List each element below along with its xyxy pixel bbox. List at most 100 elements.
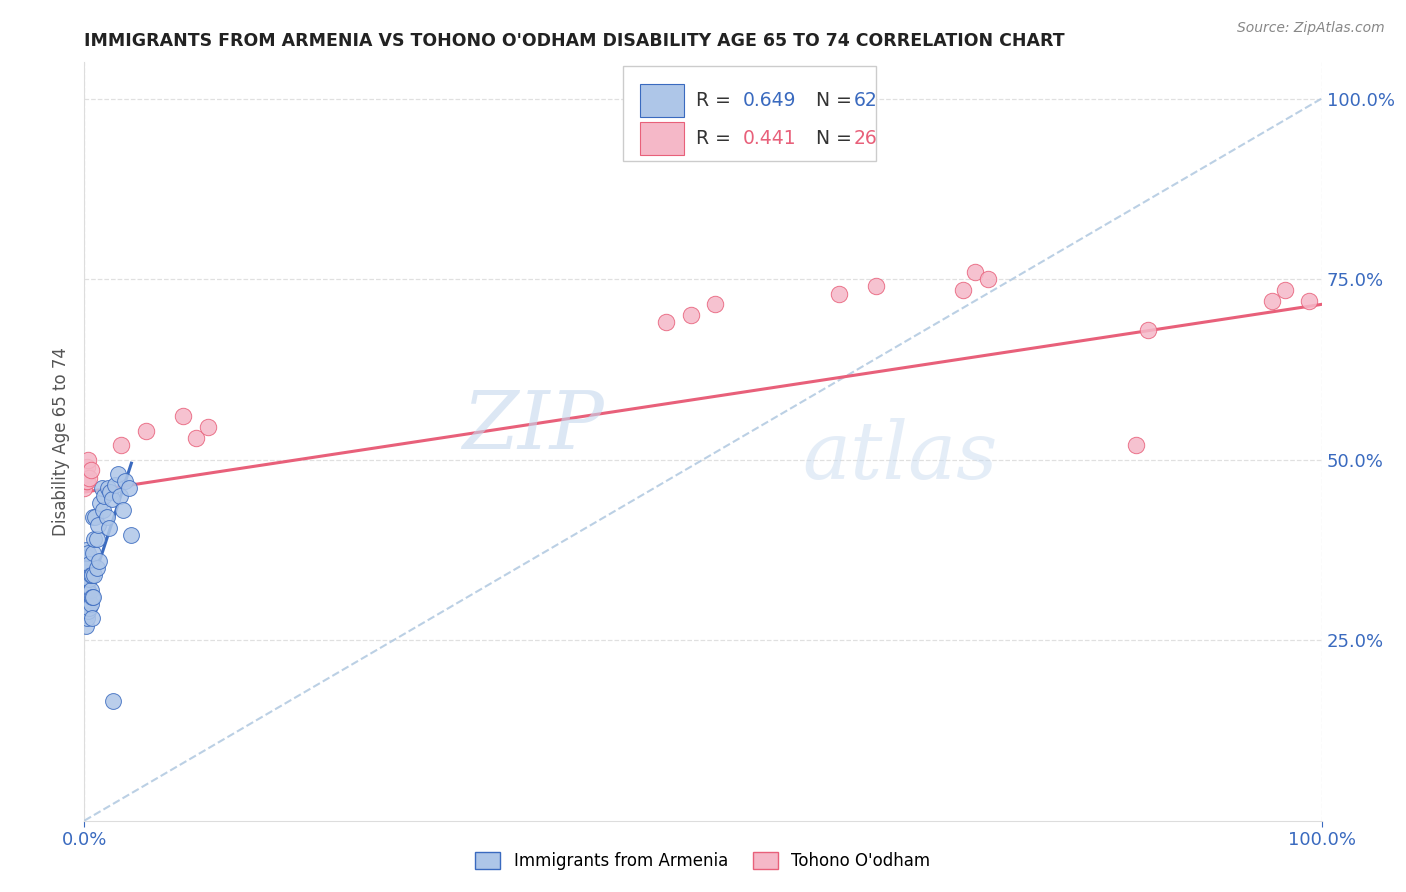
FancyBboxPatch shape	[623, 66, 876, 161]
Point	[120, 528, 142, 542]
Point	[73, 579, 96, 593]
Point	[83, 568, 105, 582]
Point	[76, 586, 98, 600]
Point	[77, 546, 100, 560]
Point	[80, 611, 103, 625]
Point	[75, 565, 97, 579]
Point	[100, 492, 122, 507]
Point	[104, 478, 127, 492]
Point	[76, 475, 98, 489]
Point	[76, 597, 98, 611]
Point	[75, 542, 97, 557]
Point	[75, 607, 97, 622]
Point	[87, 517, 110, 532]
Point	[79, 470, 101, 484]
Point	[77, 452, 100, 467]
Text: 62: 62	[853, 91, 877, 110]
Point	[79, 586, 101, 600]
Point	[77, 572, 100, 586]
Point	[135, 424, 157, 438]
Point	[73, 568, 96, 582]
Point	[97, 482, 120, 496]
Point	[679, 308, 702, 322]
Text: IMMIGRANTS FROM ARMENIA VS TOHONO O'ODHAM DISABILITY AGE 65 TO 74 CORRELATION CH: IMMIGRANTS FROM ARMENIA VS TOHONO O'ODHA…	[84, 32, 1064, 50]
Point	[73, 590, 96, 604]
Point	[101, 694, 124, 708]
Point	[76, 611, 98, 625]
Text: 0.649: 0.649	[742, 91, 796, 110]
Point	[75, 575, 97, 590]
Point	[976, 272, 998, 286]
FancyBboxPatch shape	[640, 121, 685, 155]
Point	[110, 438, 132, 452]
Point	[79, 572, 101, 586]
Point	[107, 467, 129, 481]
Point	[86, 532, 108, 546]
Point	[75, 618, 97, 632]
Point	[1298, 293, 1320, 308]
Point	[82, 546, 104, 560]
Point	[77, 582, 100, 597]
Point	[75, 554, 97, 568]
Point	[90, 482, 112, 496]
Point	[89, 496, 111, 510]
Text: atlas: atlas	[801, 418, 997, 495]
Point	[96, 510, 118, 524]
Text: 0.441: 0.441	[742, 128, 796, 148]
Point	[77, 561, 100, 575]
Point	[75, 597, 97, 611]
Text: R =: R =	[696, 128, 737, 148]
Point	[79, 558, 101, 572]
Text: N =: N =	[804, 128, 858, 148]
Point	[77, 593, 100, 607]
Point	[76, 575, 98, 590]
Point	[79, 597, 101, 611]
Point	[1274, 283, 1296, 297]
Point	[89, 554, 111, 568]
Point	[80, 590, 103, 604]
Text: Source: ZipAtlas.com: Source: ZipAtlas.com	[1237, 21, 1385, 35]
Point	[197, 420, 219, 434]
Point	[704, 297, 727, 311]
Point	[80, 568, 103, 582]
Point	[75, 467, 97, 481]
Point	[655, 315, 678, 329]
Point	[91, 503, 114, 517]
Point	[952, 283, 974, 297]
Point	[75, 586, 97, 600]
Point	[110, 489, 132, 503]
Text: 26: 26	[853, 128, 877, 148]
Point	[98, 485, 121, 500]
Point	[76, 459, 98, 474]
Point	[98, 521, 121, 535]
Point	[118, 482, 141, 496]
Point	[965, 265, 987, 279]
FancyBboxPatch shape	[640, 84, 685, 117]
Point	[114, 475, 136, 489]
Point	[82, 590, 104, 604]
Point	[76, 550, 98, 565]
Point	[79, 568, 101, 582]
Point	[1261, 293, 1284, 308]
Point	[86, 561, 108, 575]
Point	[79, 582, 101, 597]
Point	[111, 503, 134, 517]
Text: ZIP: ZIP	[463, 388, 605, 465]
Point	[865, 279, 887, 293]
Point	[172, 409, 194, 424]
Point	[1125, 438, 1147, 452]
Point	[828, 286, 851, 301]
Point	[77, 604, 100, 618]
Point	[93, 489, 115, 503]
Point	[1137, 323, 1160, 337]
Point	[84, 510, 107, 524]
Point	[73, 561, 96, 575]
Point	[73, 600, 96, 615]
Text: N =: N =	[804, 91, 858, 110]
Y-axis label: Disability Age 65 to 74: Disability Age 65 to 74	[52, 347, 70, 536]
Point	[83, 532, 105, 546]
Point	[73, 482, 96, 496]
Point	[76, 561, 98, 575]
Point	[184, 431, 207, 445]
Legend: Immigrants from Armenia, Tohono O'odham: Immigrants from Armenia, Tohono O'odham	[468, 845, 938, 877]
